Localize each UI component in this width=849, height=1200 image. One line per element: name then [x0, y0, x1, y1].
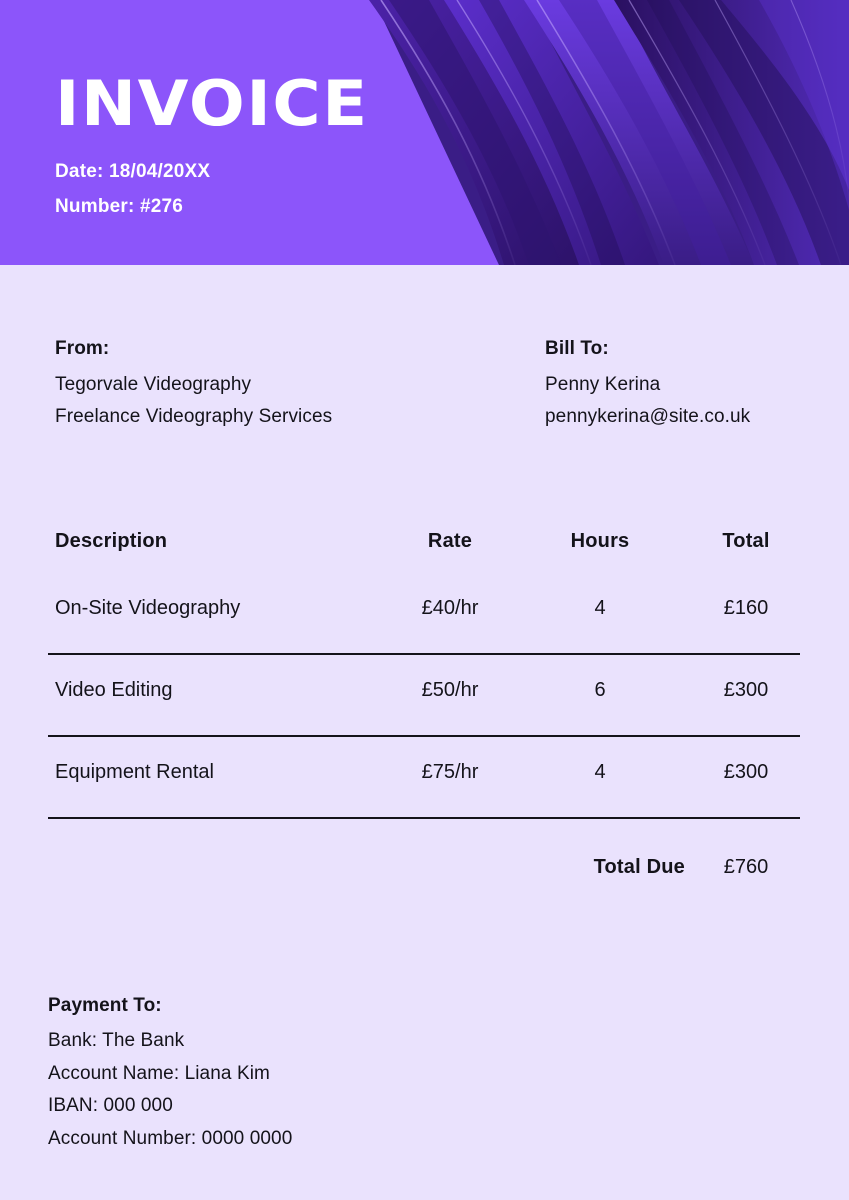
payment-account-number: Account Number: 0000 0000 — [48, 1127, 293, 1149]
table-row: On-Site Videography £40/hr 4 £160 — [0, 573, 849, 655]
bill-to-line-1: Penny Kerina — [545, 374, 661, 395]
row-hours: 4 — [594, 761, 606, 783]
column-header-description: Description — [55, 530, 168, 552]
page-title: INVOICE — [55, 67, 369, 140]
total-due-label: Total Due — [593, 856, 685, 878]
row-description: On-Site Videography — [55, 597, 241, 619]
row-divider — [48, 653, 800, 655]
payment-bank: Bank: The Bank — [48, 1030, 185, 1051]
invoice-date: Date: 18/04/20XX — [55, 161, 211, 182]
payment-to-label: Payment To: — [48, 995, 162, 1016]
from-label: From: — [55, 338, 110, 359]
from-block: From: Tegorvale Videography Freelance Vi… — [55, 338, 332, 433]
row-total: £300 — [723, 761, 769, 783]
row-description: Video Editing — [55, 679, 173, 701]
row-total: £160 — [723, 597, 769, 619]
header-text-block: INVOICE Date: 18/04/20XX Number: #276 — [55, 0, 515, 265]
column-header-hours: Hours — [570, 530, 630, 552]
from-line-1: Tegorvale Videography — [55, 374, 252, 395]
row-description: Equipment Rental — [55, 761, 214, 783]
bill-to-line-2: pennykerina@site.co.uk — [545, 406, 751, 427]
row-divider — [48, 735, 800, 737]
table-row: Equipment Rental £75/hr 4 £300 — [0, 737, 849, 819]
row-rate: £75/hr — [421, 761, 479, 783]
flowing-ribbon-graphic — [329, 0, 849, 265]
from-line-2: Freelance Videography Services — [55, 406, 333, 427]
table-header-row: Description Rate Hours Total — [0, 515, 849, 573]
bill-to-block: Bill To: Penny Kerina pennykerina@site.c… — [545, 338, 750, 433]
row-total: £300 — [723, 679, 769, 701]
column-header-rate: Rate — [427, 530, 473, 552]
total-due-section: Total Due £760 — [0, 856, 849, 896]
payment-iban: IBAN: 000 000 — [48, 1095, 173, 1116]
payment-account-name: Account Name: Liana Kim — [48, 1062, 270, 1084]
total-due-value: £760 — [723, 856, 769, 878]
row-hours: 6 — [594, 679, 606, 701]
invoice-header-banner: INVOICE Date: 18/04/20XX Number: #276 — [0, 0, 849, 265]
bill-to-label: Bill To: — [545, 338, 609, 359]
row-divider — [48, 817, 800, 819]
payment-details-section: Payment To: Bank: The Bank Account Name:… — [48, 995, 648, 1155]
table-row: Video Editing £50/hr 6 £300 — [0, 655, 849, 737]
line-items-table: Description Rate Hours Total On-Site Vid… — [0, 515, 849, 819]
row-rate: £40/hr — [421, 597, 479, 619]
invoice-number: Number: #276 — [55, 196, 184, 217]
row-rate: £50/hr — [421, 679, 479, 701]
row-hours: 4 — [594, 597, 606, 619]
column-header-total: Total — [722, 530, 770, 552]
